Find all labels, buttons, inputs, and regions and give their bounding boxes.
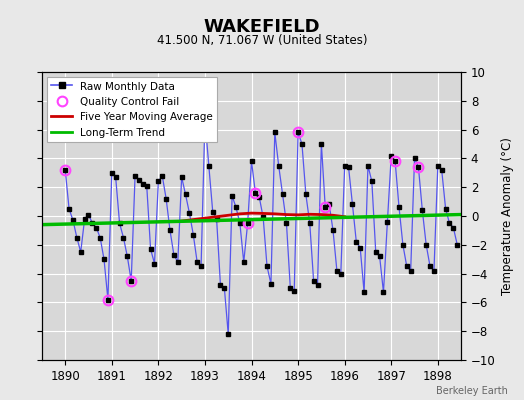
Y-axis label: Temperature Anomaly (°C): Temperature Anomaly (°C) — [501, 137, 514, 295]
Text: Berkeley Earth: Berkeley Earth — [436, 386, 508, 396]
Legend: Raw Monthly Data, Quality Control Fail, Five Year Moving Average, Long-Term Tren: Raw Monthly Data, Quality Control Fail, … — [47, 77, 217, 142]
Text: 41.500 N, 71.067 W (United States): 41.500 N, 71.067 W (United States) — [157, 34, 367, 47]
Text: WAKEFIELD: WAKEFIELD — [204, 18, 320, 36]
